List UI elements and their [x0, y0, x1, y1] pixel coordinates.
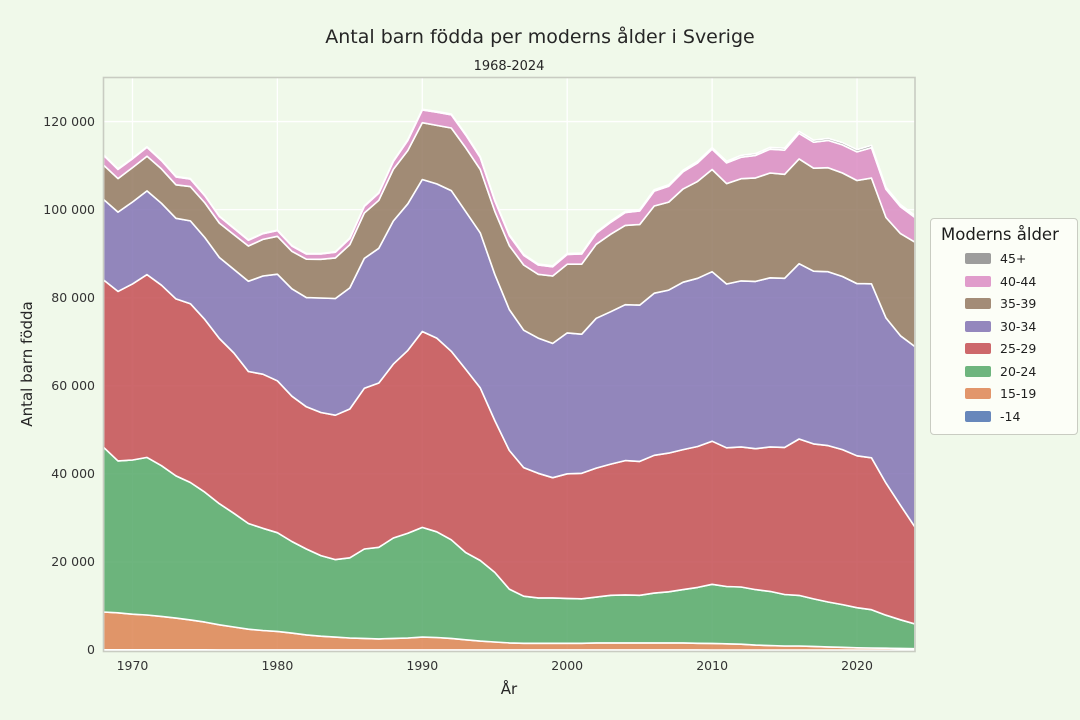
legend-label: 30-34 — [1000, 318, 1037, 334]
legend-swatch — [965, 298, 991, 309]
x-tick-label: 2010 — [696, 658, 729, 673]
legend-swatch — [965, 275, 991, 287]
x-tick-label: 1970 — [116, 658, 149, 673]
legend-label: 45+ — [1000, 251, 1027, 266]
chart-title: Antal barn födda per moderns ålder i Sve… — [325, 26, 755, 48]
legend-label: 15-19 — [1000, 386, 1037, 401]
y-tick-label: 120 000 — [43, 113, 95, 129]
legend-swatch — [965, 343, 991, 354]
legend-label: 40-44 — [1000, 273, 1037, 289]
x-tick-label: 1980 — [261, 658, 294, 673]
legend-entry: 25-29 — [965, 341, 1069, 356]
y-tick-label: 80 000 — [51, 289, 95, 305]
x-axis-label: År — [500, 680, 518, 698]
legend-swatch — [965, 365, 991, 377]
legend-entry: 35-39 — [965, 296, 1069, 311]
legend-label: -14 — [1000, 408, 1021, 424]
legend-entry: 30-34 — [965, 319, 1069, 334]
legend-swatch — [965, 320, 991, 332]
plot-border — [102, 76, 916, 653]
legend-swatch — [965, 388, 991, 399]
stacked-areas — [103, 108, 915, 651]
y-tick-label: 60 000 — [51, 377, 95, 393]
legend-entry: -14 — [965, 409, 1069, 424]
legend: Moderns ålder 45+ 40-44 35-39 30-34 25-29 20-… — [930, 218, 1078, 435]
y-tick-label: 100 000 — [43, 201, 95, 217]
legend-title: Moderns ålder — [941, 225, 1059, 244]
legend-label: 25-29 — [1000, 341, 1037, 356]
legend-entries: 45+ 40-44 35-39 30-34 25-29 20-24 15-19 -14 — [941, 251, 1069, 424]
legend-swatch — [965, 253, 991, 264]
legend-entry: 40-44 — [965, 274, 1069, 289]
legend-label: 35-39 — [1000, 296, 1037, 311]
legend-entry: 45+ — [965, 251, 1069, 266]
x-tick-label: 2000 — [551, 658, 584, 673]
legend-label: 20-24 — [1000, 363, 1037, 379]
legend-swatch — [965, 410, 991, 422]
chart-subtitle: 1968-2024 — [473, 59, 545, 74]
area-45+ — [103, 108, 915, 268]
y-tick-label: 20 000 — [51, 553, 95, 569]
y-tick-label: 0 — [87, 642, 95, 657]
legend-entry: 20-24 — [965, 364, 1069, 379]
x-tick-label: 2020 — [841, 658, 873, 673]
x-tick-label: 1990 — [406, 658, 439, 673]
y-tick-label: 40 000 — [51, 465, 95, 481]
legend-entry: 15-19 — [965, 386, 1069, 401]
